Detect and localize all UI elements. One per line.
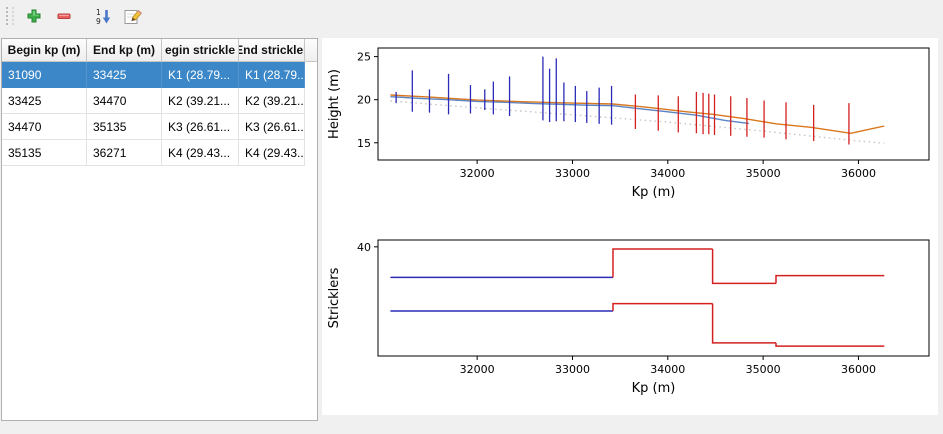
- charts-panel: 32000 33000 34000 35000 36000 15 20 25 Kp (m) Hei…: [322, 38, 938, 415]
- column-header[interactable]: End strickler: [239, 39, 305, 62]
- y-axis-label: Height (m): [327, 69, 342, 139]
- x-tick-label: 36000: [841, 363, 876, 376]
- x-tick-label: 33000: [555, 167, 590, 180]
- floodplain-stricklers-segment: [775, 342, 885, 347]
- x-tick-label: 35000: [746, 363, 781, 376]
- table-cell[interactable]: K4 (29.43...: [162, 140, 239, 166]
- toolbar-drag-handle[interactable]: [6, 7, 14, 25]
- table-body: 31090 33425 K1 (28.79... K1 (28.79... 33425 3…: [2, 62, 317, 166]
- stricklers-chart: 32000 33000 34000 35000 36000 40 Kp (m) Strickl…: [327, 239, 930, 396]
- y-tick-label: 25: [357, 51, 371, 64]
- x-tick-label: 32000: [460, 363, 495, 376]
- minus-icon: [57, 13, 70, 19]
- pencil-icon: [124, 9, 143, 24]
- x-tick-label: 33000: [555, 363, 590, 376]
- table-cell[interactable]: K2 (39.21...: [162, 88, 239, 114]
- add-button[interactable]: [20, 3, 47, 29]
- table-header-row: Begin kp (m) End kp (m) egin strickle End s…: [2, 39, 317, 62]
- table-cell[interactable]: 34470: [2, 114, 87, 140]
- svg-text:1: 1: [96, 8, 101, 17]
- table-cell[interactable]: 35135: [2, 140, 87, 166]
- plus-icon: [27, 9, 40, 23]
- table-cell[interactable]: 36271: [87, 140, 162, 166]
- x-tick-label: 32000: [460, 167, 495, 180]
- column-header[interactable]: egin strickle: [162, 39, 239, 62]
- table-cell[interactable]: 33425: [2, 88, 87, 114]
- table-row[interactable]: 34470 35135 K3 (26.61... K3 (26.61...: [2, 114, 317, 140]
- column-header[interactable]: End kp (m): [87, 39, 162, 62]
- edit-button[interactable]: [120, 3, 147, 29]
- table-cell[interactable]: 33425: [87, 62, 162, 88]
- stricklers-table-panel: Begin kp (m) End kp (m) egin strickle End s…: [1, 38, 318, 421]
- water-level-line: [390, 96, 749, 125]
- toolbar-separator: [80, 16, 90, 17]
- table-cell[interactable]: K1 (28.79...: [162, 62, 239, 88]
- table-cell[interactable]: K3 (26.61...: [162, 114, 239, 140]
- main-channel-stricklers-segment: [775, 274, 885, 284]
- x-tick-label: 36000: [841, 167, 876, 180]
- x-axis-label: Kp (m): [632, 185, 676, 200]
- floodplain-stricklers-segment: [711, 303, 776, 344]
- height-profile-chart: 32000 33000 34000 35000 36000 15 20 25 Kp (m) Hei…: [327, 47, 930, 200]
- table-cell[interactable]: K2 (39.21...: [239, 88, 305, 114]
- main-channel-stricklers-segment: [711, 248, 776, 285]
- table-cell[interactable]: 35135: [87, 114, 162, 140]
- y-tick-label: 40: [357, 241, 371, 254]
- remove-button[interactable]: [50, 3, 77, 29]
- x-axis-label: Kp (m): [632, 381, 676, 396]
- sort-1-9-icon: 1 9: [96, 8, 111, 25]
- y-tick-label: 20: [357, 94, 371, 107]
- table-row[interactable]: 35135 36271 K4 (29.43... K4 (29.43...: [2, 140, 317, 166]
- x-tick-label: 34000: [650, 363, 685, 376]
- main-channel-stricklers-segment: [612, 248, 713, 278]
- charts-canvas: 32000 33000 34000 35000 36000 15 20 25 Kp (m) Hei…: [327, 47, 930, 396]
- svg-text:9: 9: [96, 17, 101, 25]
- x-tick-label: 34000: [650, 167, 685, 180]
- column-header-stub: [305, 39, 317, 62]
- table-row[interactable]: 33425 34470 K2 (39.21... K2 (39.21...: [2, 88, 317, 114]
- floodplain-stricklers-segment: [612, 302, 713, 311]
- table-cell[interactable]: 34470: [87, 88, 162, 114]
- table-cell[interactable]: 31090: [2, 62, 87, 88]
- y-tick-label: 15: [357, 137, 371, 150]
- y-axis-label: Stricklers: [327, 267, 342, 328]
- table-cell[interactable]: K3 (26.61...: [239, 114, 305, 140]
- sort-button[interactable]: 1 9: [90, 3, 117, 29]
- table-row[interactable]: 31090 33425 K1 (28.79... K1 (28.79...: [2, 62, 317, 88]
- table-cell[interactable]: K1 (28.79...: [239, 62, 305, 88]
- plot-frame: [377, 47, 930, 161]
- plot-frame: [377, 239, 930, 357]
- table-cell[interactable]: K4 (29.43...: [239, 140, 305, 166]
- column-header[interactable]: Begin kp (m): [2, 39, 87, 62]
- toolbar: 1 9: [0, 0, 943, 32]
- x-tick-label: 35000: [746, 167, 781, 180]
